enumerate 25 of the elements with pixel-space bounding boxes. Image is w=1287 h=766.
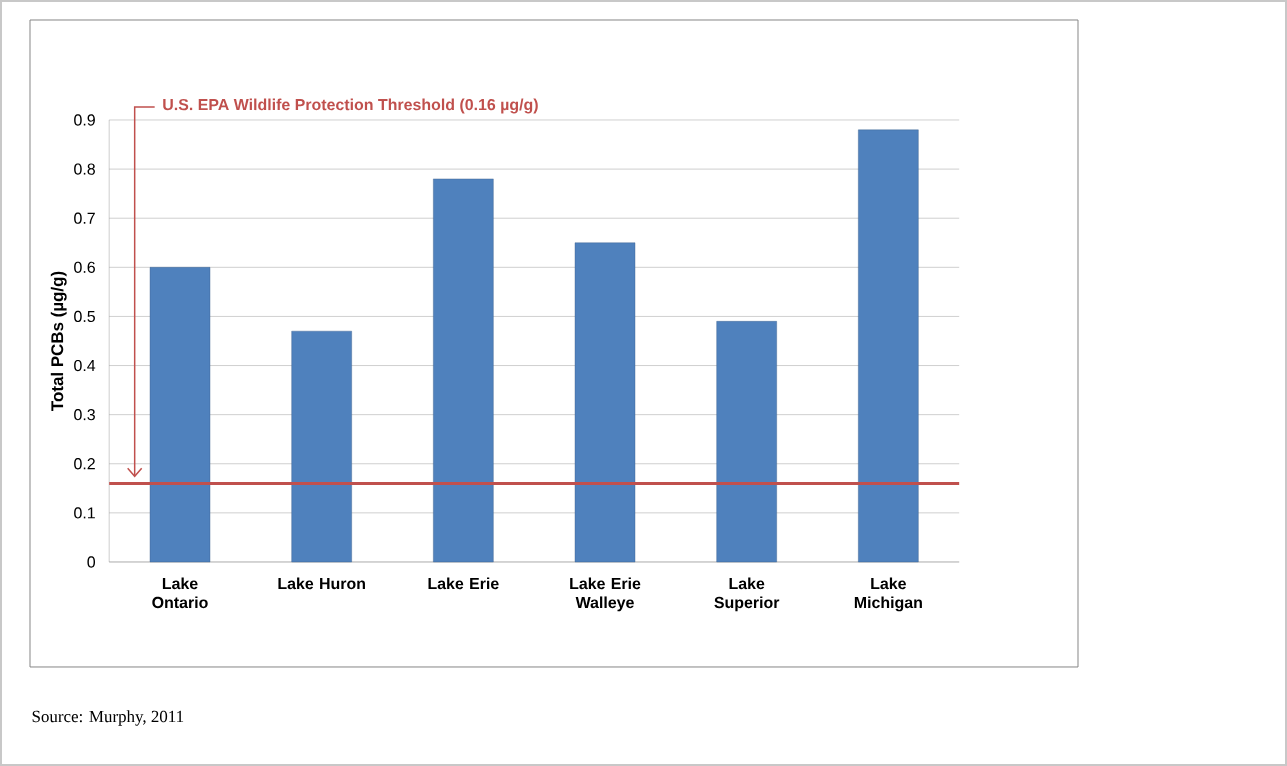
bar [716,321,777,563]
y-tick-label: 0.7 [74,212,95,224]
bar [291,330,352,563]
bar [858,129,919,563]
source-note: Source: Murphy, 2011 [32,710,184,726]
y-tick-label: 0 [87,556,96,568]
bar [574,242,636,563]
y-tick-label: 0.6 [74,261,95,273]
y-tick-label: 0.9 [74,114,95,126]
y-tick-label: 0.5 [74,310,95,323]
x-tick-label: Lake Huron [278,577,365,590]
x-tick-label: Lake Superior [714,577,780,612]
y-tick-label: 0.3 [74,409,95,421]
y-axis-title: Total PCBs (µg/g) [50,271,67,411]
bar [433,178,494,563]
x-tick-label: Lake Erie Walleye [570,577,641,612]
x-tick-label: Lake Ontario [152,577,208,609]
y-tick-label: 0.4 [74,359,96,372]
y-tick-label: 0.2 [74,458,95,470]
x-tick-label: Lake Michigan [854,577,922,612]
x-tick-label: Lake Erie [428,577,499,590]
ref-line-label: U.S. EPA Wildlife Protection Threshold (0.16 µg/g) [163,98,538,114]
bar [149,267,211,563]
y-tick-label: 0.1 [74,507,95,519]
y-tick-label: 0.8 [74,163,95,175]
